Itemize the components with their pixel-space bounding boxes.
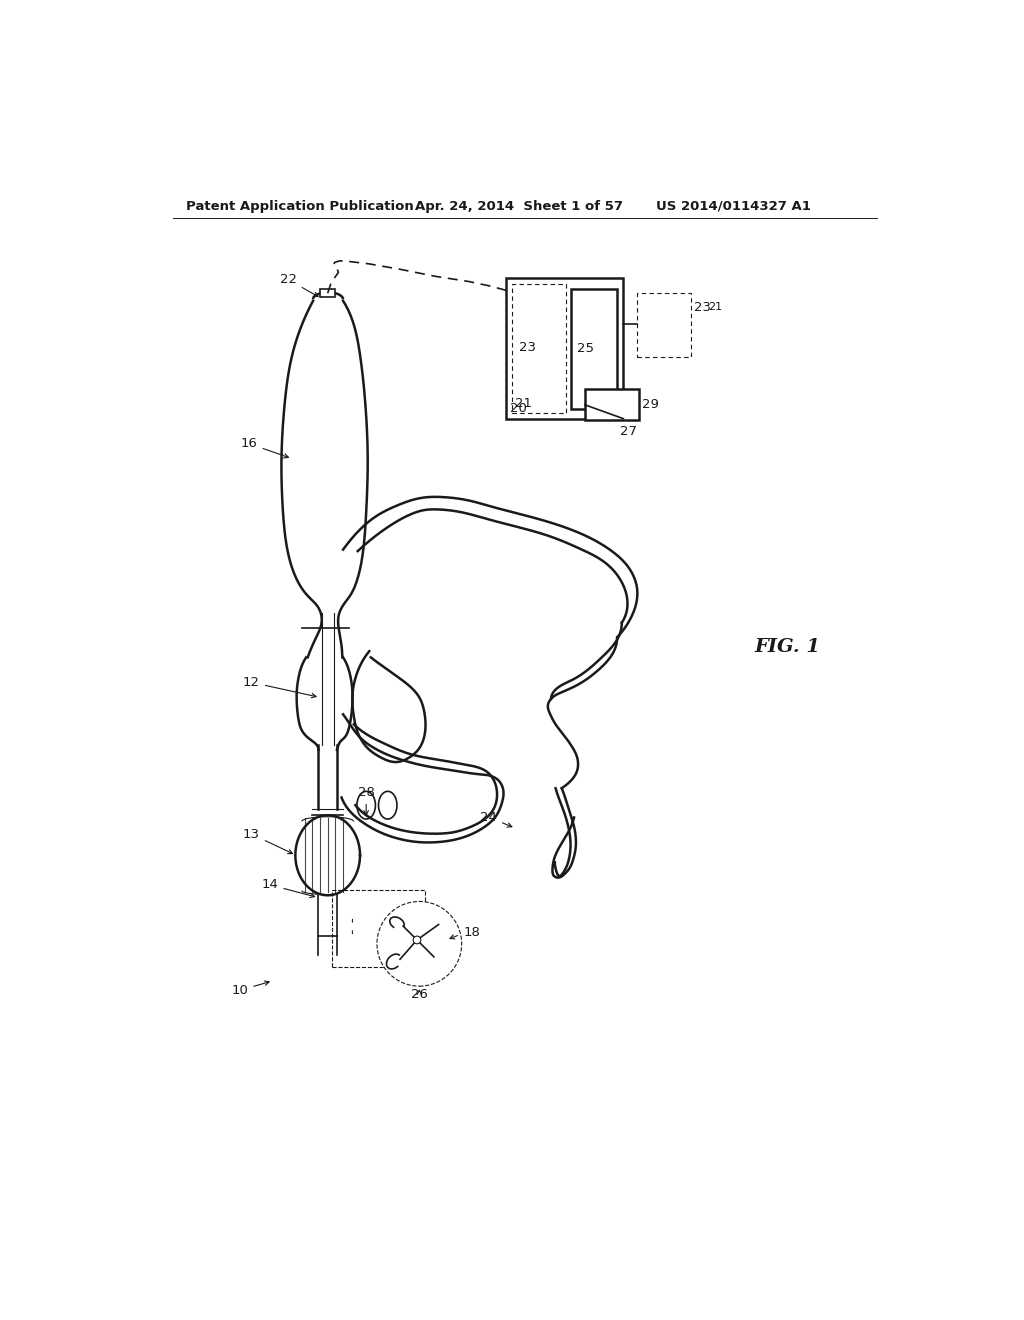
Text: 24: 24 xyxy=(480,810,512,828)
Text: 10: 10 xyxy=(231,981,269,997)
Text: FIG. 1: FIG. 1 xyxy=(755,639,820,656)
Text: Patent Application Publication: Patent Application Publication xyxy=(186,199,414,213)
Text: Apr. 24, 2014  Sheet 1 of 57: Apr. 24, 2014 Sheet 1 of 57 xyxy=(416,199,624,213)
Text: 27: 27 xyxy=(620,425,637,438)
Text: 18: 18 xyxy=(463,925,480,939)
Bar xyxy=(319,289,336,297)
Text: 29: 29 xyxy=(642,399,658,412)
Text: 23: 23 xyxy=(694,301,712,314)
Bar xyxy=(512,284,565,412)
Text: 23: 23 xyxy=(518,342,536,354)
Circle shape xyxy=(377,902,462,986)
Bar xyxy=(637,293,691,358)
Text: 13: 13 xyxy=(243,828,293,854)
Ellipse shape xyxy=(379,792,397,818)
Text: 16: 16 xyxy=(241,437,289,458)
Text: 21: 21 xyxy=(515,397,531,411)
Text: US 2014/0114327 A1: US 2014/0114327 A1 xyxy=(655,199,811,213)
Circle shape xyxy=(413,936,421,944)
Text: 14: 14 xyxy=(261,878,314,898)
Bar xyxy=(506,277,624,418)
Bar xyxy=(333,890,425,966)
Bar xyxy=(585,389,639,420)
Text: 26: 26 xyxy=(411,987,428,1001)
Text: 25: 25 xyxy=(578,342,594,355)
Ellipse shape xyxy=(357,792,376,818)
Text: 22: 22 xyxy=(280,273,318,297)
Text: 28: 28 xyxy=(357,785,375,814)
Text: 12: 12 xyxy=(243,676,316,698)
Text: 21: 21 xyxy=(708,302,722,313)
Bar xyxy=(571,289,617,409)
Text: 20: 20 xyxy=(510,401,527,414)
